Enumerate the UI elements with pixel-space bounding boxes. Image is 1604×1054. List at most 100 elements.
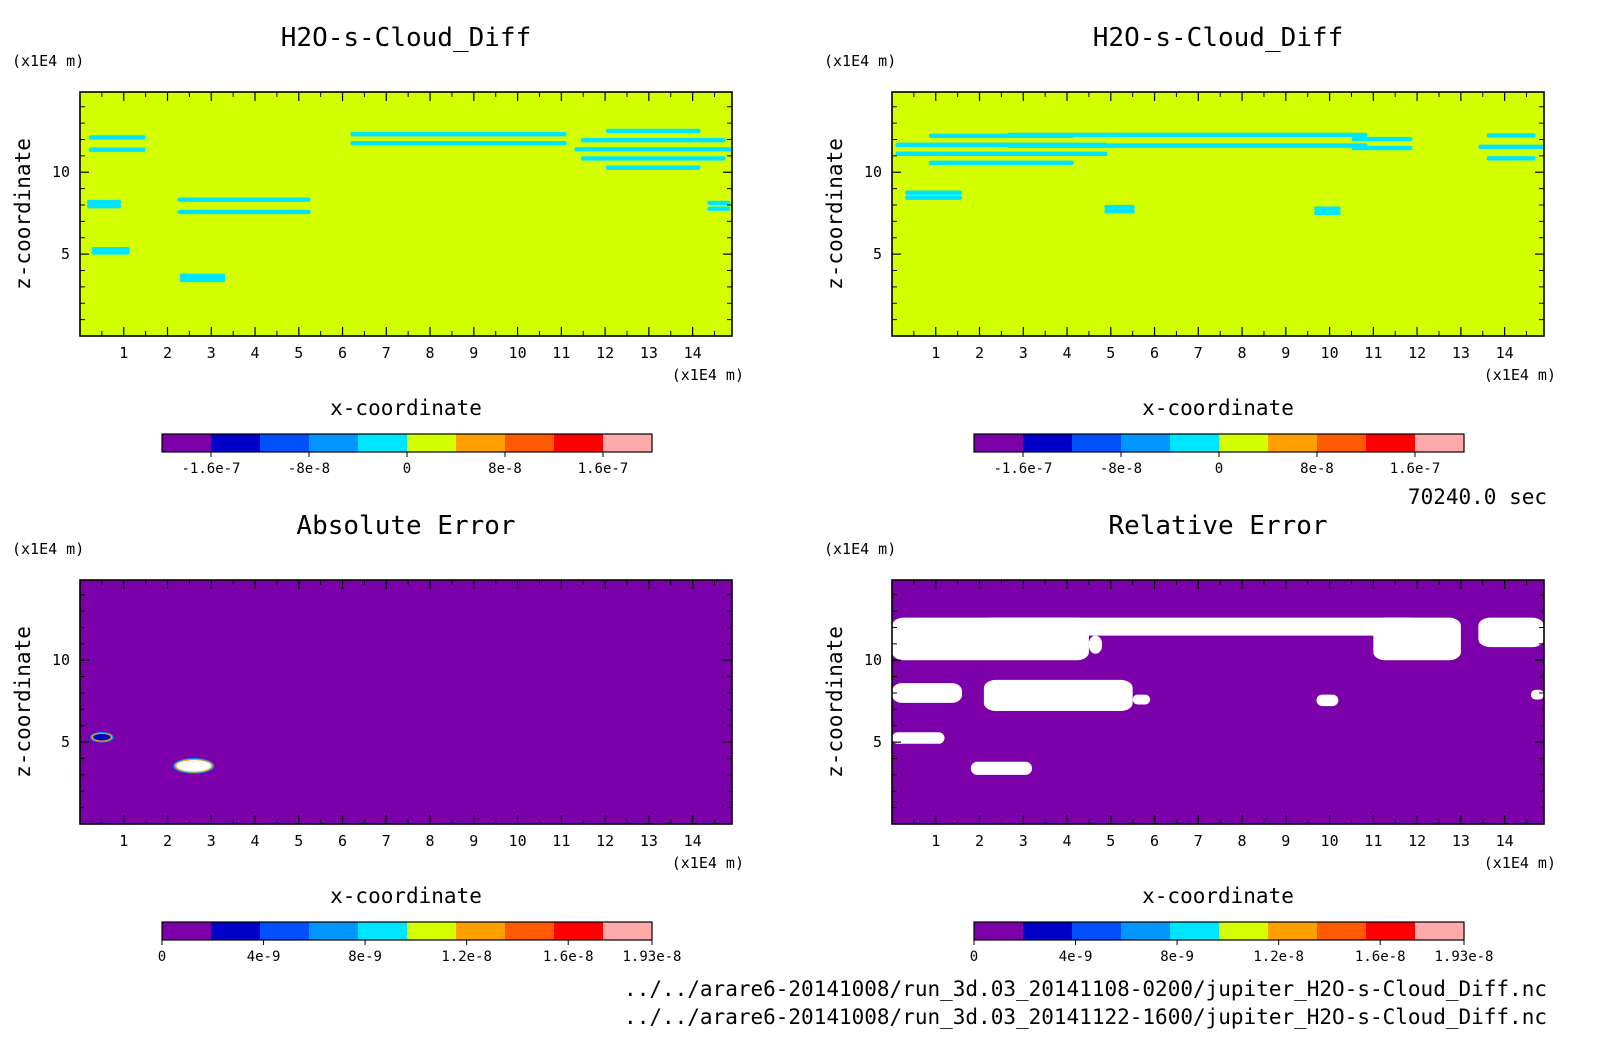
contour-band [1486,156,1536,161]
contour-feature [574,128,732,170]
colorbar: 0 4e-9 8e-9 1.2e-8 1.6e-8 1.93e-8 [970,921,1494,965]
x-tick-label: 13 [1452,344,1470,362]
contour-band [350,131,567,137]
colorbar-swatch [1317,434,1367,452]
contour-band [88,147,146,152]
x-tick-label: 7 [1194,344,1203,362]
x-tick-label: 8 [1238,832,1247,850]
relative-error-patch [979,617,1418,636]
y-axis-label: z-coordinate [11,626,35,778]
contour-band [350,140,567,146]
y-tick-label: 10 [864,163,882,181]
chart-title: H2O-s-Cloud_Diff [1093,23,1343,53]
x-tick-label: 7 [382,344,391,362]
colorbar-swatch [309,922,359,940]
colorbar-tick-label: 4e-9 [1059,949,1093,965]
x-unit-label: (x1E4 m) [672,366,744,384]
contour-band [87,204,122,209]
colorbar-swatch [505,922,555,940]
colorbar-tick-label: 1.6e-7 [578,461,629,477]
colorbar-swatch [358,922,408,940]
x-tick-label: 10 [1321,344,1339,362]
colorbar-tick-label: 4e-9 [247,949,281,965]
colorbar-tick-label: -1.6e-7 [993,461,1052,477]
contour-band [87,199,122,205]
x-unit-label: (x1E4 m) [1484,854,1556,872]
contour-feature [905,190,963,200]
colorbar-swatch [211,434,261,452]
contour-feature [1478,133,1544,161]
x-tick-label: 3 [207,344,216,362]
x-tick-label: 3 [1019,344,1028,362]
contour-band [1104,208,1135,214]
x-tick-label: 10 [1321,832,1339,850]
contour-band [1007,143,1368,148]
chart-title: Relative Error [1108,511,1327,541]
contour-band [574,147,732,152]
colorbar-tick-label: 0 [1215,461,1223,477]
x-tick-label: 14 [684,832,702,850]
contour-band [179,273,226,279]
x-tick-label: 5 [1106,832,1115,850]
contour-band [177,197,311,202]
x-tick-label: 11 [552,832,570,850]
colorbar-swatch [603,434,653,452]
contour-band [1007,132,1368,138]
relative-error-patch [1088,635,1103,654]
source-file-path-1: ../../arare6-20141008/run_3d.03_20141108… [624,977,1547,1001]
colorbar: 0 4e-9 8e-9 1.2e-8 1.6e-8 1.93e-8 [158,921,682,965]
colorbar-tick-label: 8e-8 [1300,461,1334,477]
contour-band [179,277,226,283]
x-tick-label: 9 [1281,344,1290,362]
x-tick-label: 1 [119,832,128,850]
contour-band [88,135,146,140]
contour-feature [1314,206,1341,215]
colorbar-swatch [1268,922,1318,940]
x-tick-label: 6 [1150,832,1159,850]
colorbar: -1.6e-7 -8e-8 0 8e-8 1.6e-7 [973,433,1465,477]
y-unit-label: (x1E4 m) [12,52,84,70]
relative-error-patch [1132,694,1151,705]
colorbar-swatch [309,434,359,452]
x-tick-label: 4 [1063,832,1072,850]
contour-band [707,206,731,211]
colorbar-swatch [1366,922,1416,940]
plot-background [892,92,1544,336]
x-axis-label: x-coordinate [1142,396,1294,420]
y-tick-label: 10 [52,651,70,669]
x-tick-label: 12 [596,344,614,362]
contour-band [905,195,963,200]
time-label: 70240.0 sec [1408,485,1547,509]
x-tick-label: 9 [469,832,478,850]
contour-band [1104,204,1135,210]
contour-band [905,190,963,195]
x-tick-label: 3 [207,832,216,850]
contour-feature [1351,136,1413,151]
colorbar-swatch [1023,434,1073,452]
colorbar-tick-label: 8e-9 [348,949,382,965]
x-tick-label: 10 [509,344,527,362]
x-tick-label: 1 [931,344,940,362]
x-tick-label: 2 [975,832,984,850]
colorbar-swatch [1121,434,1171,452]
x-tick-label: 2 [975,344,984,362]
colorbar-swatch [1219,922,1269,940]
colorbar-swatch [1023,922,1073,940]
x-tick-label: 2 [163,832,172,850]
colorbar-swatch [1170,434,1220,452]
colorbar-swatch [603,922,653,940]
y-tick-label: 10 [52,163,70,181]
contour-feature [88,135,146,152]
y-axis-label: z-coordinate [823,626,847,778]
x-tick-label: 12 [1408,832,1426,850]
y-unit-label: (x1E4 m) [824,540,896,558]
colorbar-tick-label: 1.93e-8 [1434,949,1493,965]
colorbar-swatch [1219,434,1269,452]
contour-feature [91,247,130,255]
x-tick-label: 4 [251,344,260,362]
x-tick-label: 1 [931,832,940,850]
colorbar-swatch [162,434,212,452]
colorbar-tick-label: 0 [158,949,166,965]
x-axis-label: x-coordinate [330,396,482,420]
